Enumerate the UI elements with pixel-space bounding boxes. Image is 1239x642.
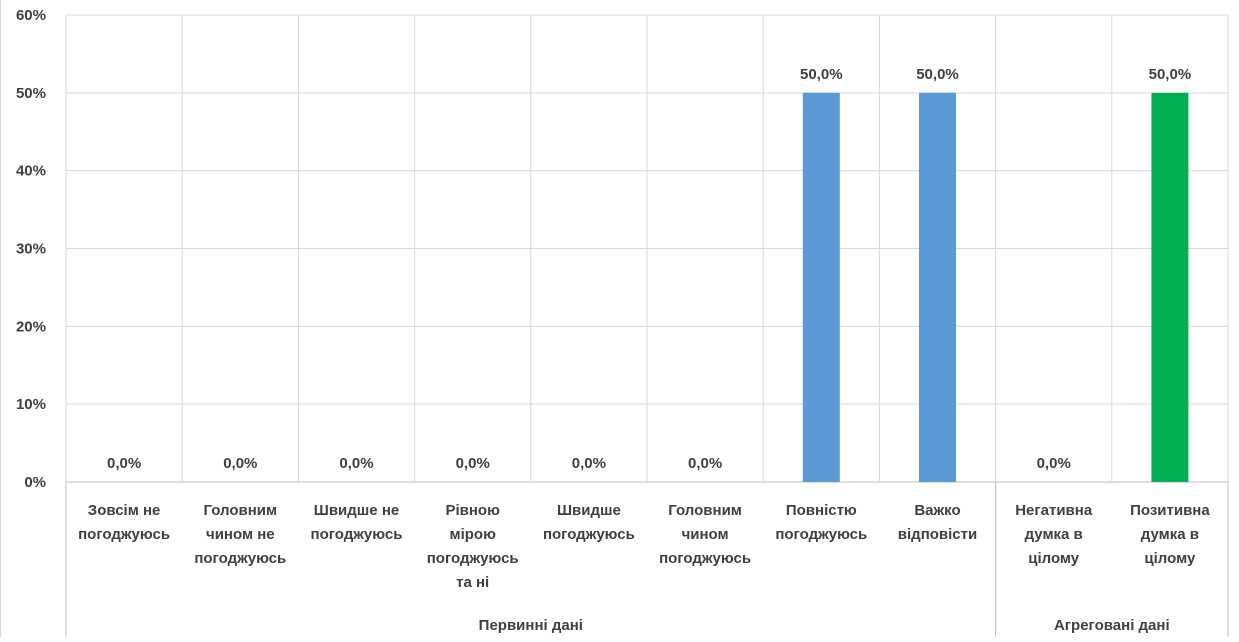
data-label-4: 0,0% [572, 455, 606, 472]
bar-6 [802, 92, 840, 482]
category-label-line: Головним [668, 502, 742, 519]
category-label-line: чином не [206, 526, 275, 543]
category-label-line: Швидше не [314, 502, 399, 519]
category-label-2: Швидше не погоджуюсь [311, 502, 403, 543]
y-tick-label: 0% [24, 474, 46, 491]
category-label-line: думка в [1141, 526, 1199, 543]
category-label-9: Позитивна думка в цілому [1130, 502, 1210, 567]
y-tick-label: 60% [16, 7, 46, 24]
category-label-line: Зовсім не [88, 502, 161, 519]
category-label-line: Негативна [1015, 502, 1093, 519]
y-tick-label: 50% [16, 85, 46, 102]
category-label-line: погоджуюсь [78, 526, 170, 543]
category-label-line: Рівною [445, 502, 500, 519]
category-label-line: мірою [449, 526, 496, 543]
data-label-1: 0,0% [223, 455, 257, 472]
category-label-line: погоджуюсь [194, 550, 286, 567]
y-tick-label: 40% [16, 163, 46, 180]
category-label-line: Важко [914, 502, 960, 519]
data-label-7: 50,0% [916, 66, 959, 83]
category-label-7: Важко відповісти [898, 502, 977, 543]
category-label-line: цілому [1028, 550, 1080, 567]
y-tick-label: 10% [16, 396, 46, 413]
category-label-line: погоджуюсь [659, 550, 751, 567]
gridlines [65, 14, 1229, 483]
category-label-line: погоджуюсь [427, 550, 519, 567]
data-label-9: 50,0% [1149, 66, 1192, 83]
category-label-6: Повністю погоджуюсь [775, 502, 867, 543]
category-label-line: Повністю [786, 502, 857, 519]
category-label-8: Негативна думка в цілому [1015, 502, 1093, 567]
data-label-8: 0,0% [1037, 455, 1071, 472]
data-label-2: 0,0% [339, 455, 373, 472]
category-label-3: Рівною мірою погоджуюсь та ні [427, 502, 519, 591]
category-label-line: погоджуюсь [543, 526, 635, 543]
bars [802, 92, 1189, 482]
data-label-6: 50,0% [800, 66, 843, 83]
bar-7 [919, 92, 956, 482]
category-label-0: Зовсім не погоджуюсь [78, 502, 170, 543]
category-label-1: Головним чином не погоджуюсь [194, 502, 286, 567]
y-tick-label: 20% [16, 318, 46, 335]
bar-9 [1151, 92, 1189, 482]
category-label-line: погоджуюсь [775, 526, 867, 543]
data-label-3: 0,0% [456, 455, 490, 472]
labels: 0% 10% 20% 30% 40% 50% 60% 0,0% Зовсім не погоджу… [16, 7, 1210, 634]
group-label-0: Первинні дані [479, 617, 583, 634]
category-label-line: чином [682, 526, 729, 543]
category-label-line: цілому [1144, 550, 1196, 567]
category-label-line: Головним [203, 502, 277, 519]
data-label-0: 0,0% [107, 455, 141, 472]
category-label-line: погоджуюсь [311, 526, 403, 543]
category-label-line: та ні [456, 574, 489, 591]
category-label-line: Позитивна [1130, 502, 1210, 519]
y-tick-label: 30% [16, 241, 46, 258]
data-label-5: 0,0% [688, 455, 722, 472]
category-label-line: Швидше [557, 502, 621, 519]
category-label-line: думка в [1025, 526, 1083, 543]
group-label-1: Агреговані дані [1054, 617, 1170, 634]
category-label-line: відповісти [898, 526, 977, 543]
category-label-5: Головним чином погоджуюсь [659, 502, 751, 567]
category-label-4: Швидше погоджуюсь [543, 502, 635, 543]
